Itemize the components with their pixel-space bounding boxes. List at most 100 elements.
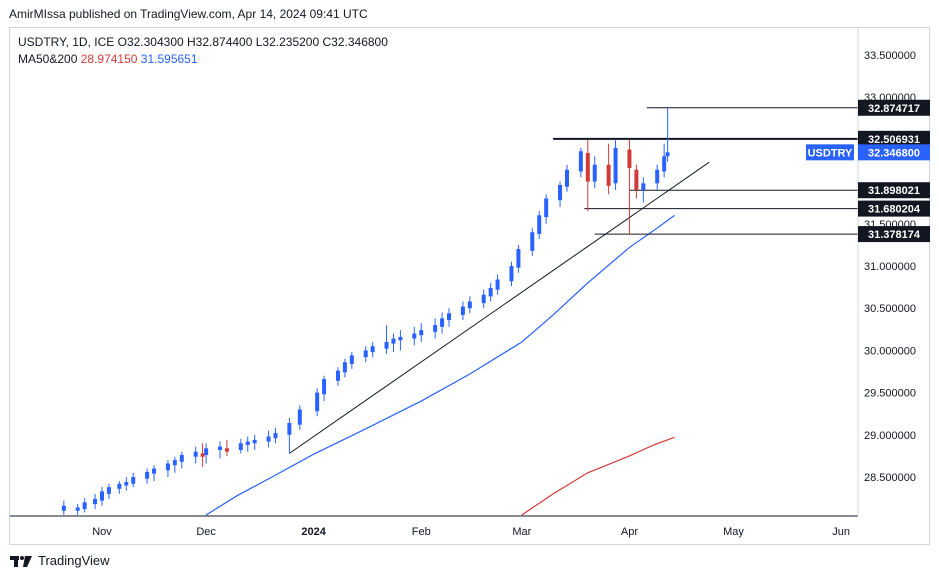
candle-body[interactable] xyxy=(145,471,150,479)
candle-body[interactable] xyxy=(172,460,177,466)
price-level-label: 32.874717 xyxy=(868,103,920,115)
candle-body[interactable] xyxy=(544,198,549,218)
candle-body[interactable] xyxy=(419,330,424,336)
candle-body[interactable] xyxy=(613,147,618,184)
candle-body[interactable] xyxy=(495,279,500,290)
tradingview-logo-icon[interactable] xyxy=(10,554,32,568)
candle-body[interactable] xyxy=(152,468,157,474)
candle-body[interactable] xyxy=(665,152,670,157)
candle-body[interactable] xyxy=(447,313,451,321)
candle-body[interactable] xyxy=(564,169,569,187)
candle-body[interactable] xyxy=(370,346,375,353)
publish-info: AmirMIssa published on TradingView.com, … xyxy=(9,7,368,21)
candle-body[interactable] xyxy=(200,453,205,457)
symbol-badge xyxy=(806,144,854,161)
candle-body[interactable] xyxy=(266,436,271,442)
candle-body[interactable] xyxy=(433,325,438,332)
candle-body[interactable] xyxy=(578,151,583,172)
candle-body[interactable] xyxy=(467,301,472,309)
x-tick-label: Feb xyxy=(412,526,431,538)
candle-body[interactable] xyxy=(384,341,389,349)
price-level-label: 31.898021 xyxy=(868,185,920,197)
candle-body[interactable] xyxy=(75,507,80,511)
candlesticks xyxy=(61,108,670,515)
candle-body[interactable] xyxy=(117,483,122,489)
candle-body[interactable] xyxy=(641,183,646,191)
price-badges: 32.874717 32.506931 31.898021 31.680204 31.3… xyxy=(806,99,930,243)
chart-frame xyxy=(9,27,930,545)
candle-body[interactable] xyxy=(537,215,542,234)
candle-body[interactable] xyxy=(558,184,563,201)
candle-body[interactable] xyxy=(61,505,66,511)
candle-body[interactable] xyxy=(82,502,87,510)
candle-body[interactable] xyxy=(193,451,198,457)
candle-body[interactable] xyxy=(460,306,465,315)
candle-body[interactable] xyxy=(179,455,184,462)
candle-body[interactable] xyxy=(131,477,136,484)
candle-body[interactable] xyxy=(363,350,368,358)
candle-body[interactable] xyxy=(530,232,535,251)
candle-body[interactable] xyxy=(412,333,417,339)
price-level-label: 31.378174 xyxy=(868,229,921,241)
candle-body[interactable] xyxy=(349,355,354,364)
candle-body[interactable] xyxy=(204,448,209,456)
candle-body[interactable] xyxy=(273,433,278,439)
ma50-line xyxy=(205,214,675,516)
candle-body[interactable] xyxy=(287,422,292,435)
candle-body[interactable] xyxy=(124,482,129,486)
x-tick-label: 2024 xyxy=(301,526,326,538)
x-tick-label: Mar xyxy=(512,526,531,538)
y-tick-label: 30.000000 xyxy=(864,345,916,357)
candle-body[interactable] xyxy=(481,294,486,304)
symbol-badge-label: USDTRY xyxy=(808,147,853,159)
chart-legend: USDTRY, 1D, ICE O32.304300 H32.874400 L3… xyxy=(18,34,388,68)
candle-body[interactable] xyxy=(238,443,243,450)
candle-body[interactable] xyxy=(606,164,611,186)
x-tick-label: Apr xyxy=(621,526,638,538)
candle-body[interactable] xyxy=(335,370,340,381)
y-tick-label: 29.000000 xyxy=(864,430,916,442)
candle-body[interactable] xyxy=(106,487,111,494)
candle-body[interactable] xyxy=(224,448,229,452)
candle-body[interactable] xyxy=(627,149,632,169)
candle-body[interactable] xyxy=(252,439,257,444)
candle-body[interactable] xyxy=(245,441,250,445)
candle-body[interactable] xyxy=(655,169,660,184)
candle-body[interactable] xyxy=(322,379,327,395)
ma50-value: 28.974150 xyxy=(80,52,138,66)
price-level-badge xyxy=(858,182,930,199)
candle-body[interactable] xyxy=(297,409,302,425)
symbol-label[interactable]: USDTRY, 1D, ICE xyxy=(18,35,115,49)
open-value: O32.304300 xyxy=(117,35,184,49)
candle-body[interactable] xyxy=(516,249,521,268)
candle-body[interactable] xyxy=(217,446,222,450)
candle-body[interactable] xyxy=(391,338,396,344)
candle-body[interactable] xyxy=(100,491,104,501)
candle-body[interactable] xyxy=(488,287,493,297)
close-value: C32.346800 xyxy=(322,35,388,49)
candle-body[interactable] xyxy=(440,318,445,327)
y-tick-label: 29.500000 xyxy=(864,388,916,400)
candle-body[interactable] xyxy=(342,362,347,373)
trendline[interactable] xyxy=(289,161,710,454)
candle-body[interactable] xyxy=(585,152,590,182)
price-level-label: 31.680204 xyxy=(868,204,921,216)
candle-body[interactable] xyxy=(93,498,98,505)
candle-body[interactable] xyxy=(662,156,667,172)
legend-row-ma: MA50&200 28.974150 31.595651 xyxy=(18,51,388,68)
candle-body[interactable] xyxy=(634,169,639,191)
candle-body[interactable] xyxy=(398,336,403,341)
candle-body[interactable] xyxy=(165,463,170,471)
brand-name[interactable]: TradingView xyxy=(38,553,110,568)
ma-label[interactable]: MA50&200 xyxy=(18,52,78,66)
ma200-value: 31.595651 xyxy=(140,52,198,66)
candle-body[interactable] xyxy=(509,266,514,282)
candle-body[interactable] xyxy=(592,164,597,182)
y-tick-label: 31.000000 xyxy=(864,261,916,273)
current-price-badge xyxy=(858,144,930,161)
candle-body[interactable] xyxy=(315,392,320,412)
trendline-layer xyxy=(289,161,710,454)
x-axis: Nov Dec 2024 Feb Mar Apr May Jun xyxy=(10,28,859,538)
price-level-badge xyxy=(858,99,930,116)
